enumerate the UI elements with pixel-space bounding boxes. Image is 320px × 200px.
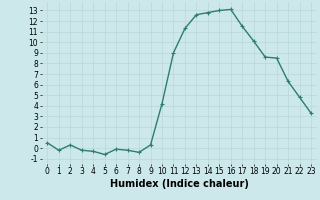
X-axis label: Humidex (Indice chaleur): Humidex (Indice chaleur): [110, 179, 249, 189]
